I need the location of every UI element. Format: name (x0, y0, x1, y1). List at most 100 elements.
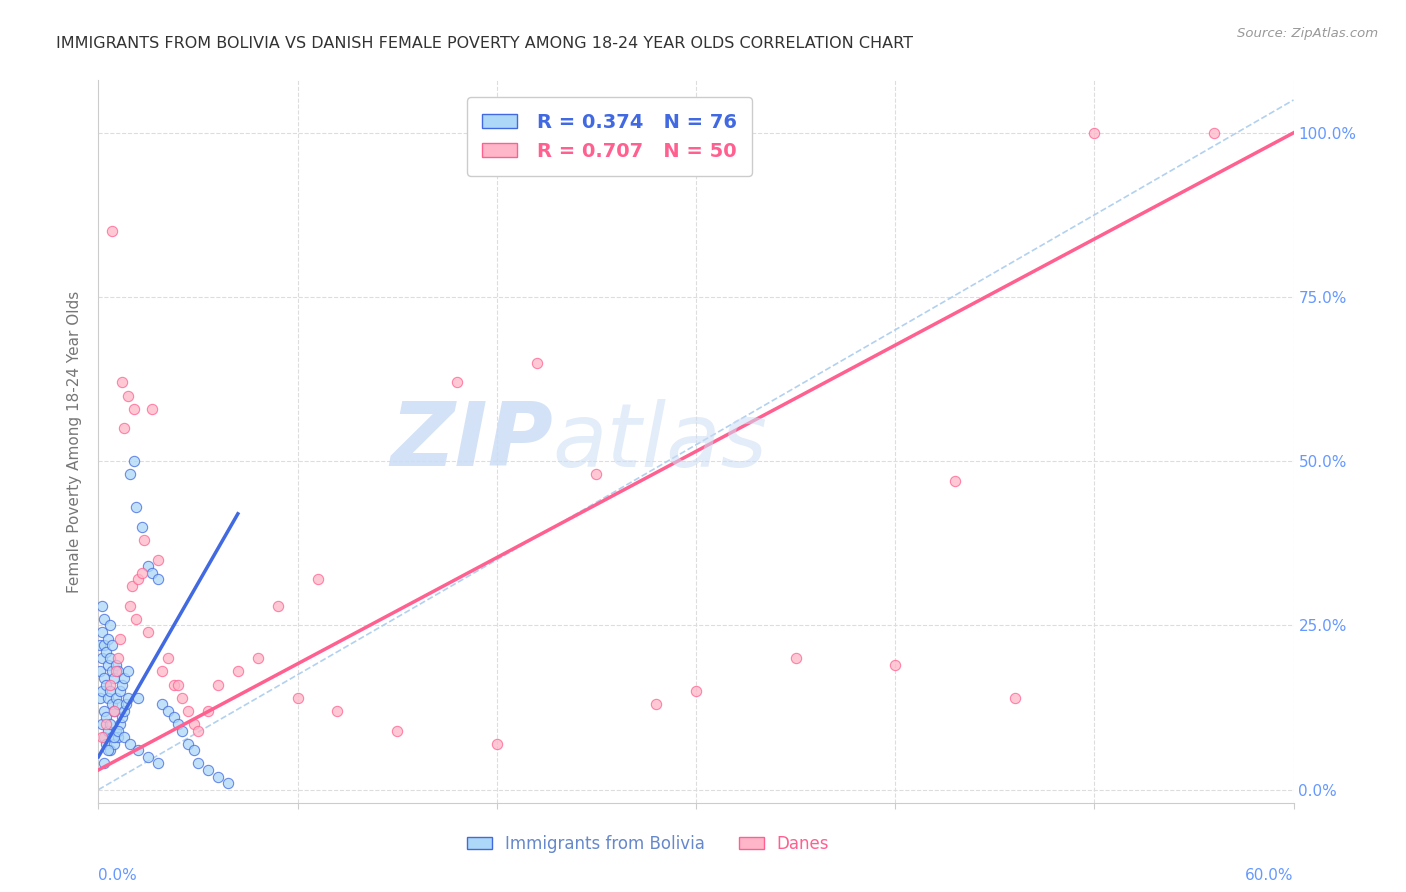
Point (125, 612, 148, 626)
Point (125, 500, 148, 515)
Point (120, 467, 142, 482)
Point (326, 704, 349, 718)
Point (93, 612, 115, 626)
Point (101, 638, 124, 652)
Point (167, 717, 190, 731)
Point (91, 730, 114, 744)
Point (97, 723, 120, 738)
Point (307, 573, 329, 587)
Point (111, 710, 134, 724)
Point (112, 671, 135, 685)
Point (157, 651, 180, 665)
Point (96, 710, 118, 724)
Point (287, 690, 309, 705)
Point (93, 671, 115, 685)
Point (97, 657, 120, 672)
Point (1004, 690, 1026, 705)
Y-axis label: Female Poverty Among 18-24 Year Olds: Female Poverty Among 18-24 Year Olds (67, 291, 83, 592)
Point (111, 376, 134, 390)
Point (112, 704, 135, 718)
Point (98, 717, 122, 731)
Point (127, 573, 149, 587)
Point (91, 599, 114, 613)
Point (98, 618, 122, 632)
Text: 0.0%: 0.0% (98, 868, 138, 883)
Point (103, 704, 125, 718)
Point (96, 737, 118, 751)
Point (136, 625, 159, 640)
Point (91, 684, 114, 698)
Point (107, 651, 129, 665)
Point (217, 776, 239, 790)
Point (110, 717, 132, 731)
Point (197, 704, 219, 718)
Point (107, 730, 129, 744)
Point (91, 717, 114, 731)
Point (785, 651, 807, 665)
Point (943, 474, 966, 488)
Point (177, 737, 200, 751)
Point (89, 690, 111, 705)
Point (1083, 126, 1105, 140)
Point (103, 671, 125, 685)
Point (150, 665, 173, 679)
Point (98, 743, 122, 757)
Point (98, 677, 122, 691)
Point (115, 698, 138, 712)
Point (585, 467, 607, 482)
Point (163, 677, 186, 691)
Point (172, 690, 194, 705)
Point (120, 737, 142, 751)
Point (526, 356, 548, 370)
Point (131, 520, 153, 534)
Point (117, 388, 139, 402)
Point (103, 730, 125, 744)
Point (101, 730, 124, 744)
Point (105, 723, 128, 738)
Point (93, 730, 115, 744)
Point (103, 737, 125, 751)
Point (105, 657, 128, 672)
Point (167, 677, 190, 691)
Point (246, 651, 269, 665)
Point (117, 690, 139, 705)
Point (141, 566, 163, 580)
Text: IMMIGRANTS FROM BOLIVIA VS DANISH FEMALE POVERTY AMONG 18-24 YEAR OLDS CORRELATI: IMMIGRANTS FROM BOLIVIA VS DANISH FEMALE… (56, 36, 914, 51)
Point (157, 704, 180, 718)
Text: Source: ZipAtlas.com: Source: ZipAtlas.com (1237, 27, 1378, 40)
Point (110, 632, 132, 646)
Point (385, 723, 409, 738)
Point (207, 677, 229, 691)
Point (110, 684, 132, 698)
Point (446, 376, 468, 390)
Point (124, 454, 146, 468)
Point (1202, 126, 1225, 140)
Point (101, 665, 124, 679)
Point (98, 651, 122, 665)
Point (117, 665, 139, 679)
Point (107, 698, 129, 712)
Text: atlas: atlas (553, 399, 768, 484)
Point (148, 553, 170, 567)
Point (96, 645, 118, 659)
Point (485, 737, 508, 751)
Point (134, 533, 156, 547)
Point (93, 704, 115, 718)
Point (183, 717, 205, 731)
Point (97, 690, 120, 705)
Point (148, 573, 170, 587)
Point (120, 599, 142, 613)
Point (107, 665, 129, 679)
Point (187, 723, 209, 738)
Point (101, 224, 124, 238)
Point (103, 704, 125, 718)
Point (127, 690, 149, 705)
Point (89, 638, 111, 652)
Point (267, 599, 290, 613)
Point (97, 743, 120, 757)
Point (131, 566, 153, 580)
Point (150, 698, 173, 712)
Point (148, 756, 170, 771)
Point (93, 638, 115, 652)
Point (105, 690, 128, 705)
